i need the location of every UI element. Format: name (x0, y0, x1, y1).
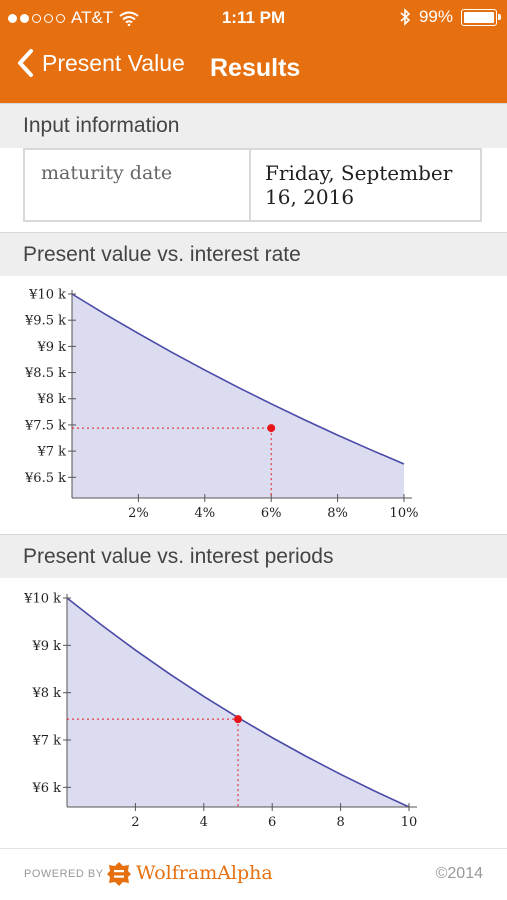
input-value-maturity-date: Friday, September 16, 2016 (251, 150, 480, 220)
back-button[interactable]: Present Value (16, 48, 185, 78)
rate-chart-y-tick-label: ¥7.5 k (24, 418, 66, 433)
rate-chart-x-tick-label: 2% (128, 506, 149, 521)
periods-chart-y-tick-label: ¥9 k (31, 639, 61, 654)
periods-chart-y-tick-label: ¥8 k (31, 686, 61, 701)
page-title: Results (210, 54, 301, 82)
rate-chart-y-tick-label: ¥6.5 k (24, 471, 66, 486)
rate-chart-highlight-point (267, 424, 276, 433)
powered-by-label: POWERED BY (24, 868, 104, 880)
battery-icon (461, 8, 501, 26)
wifi-icon (119, 11, 139, 26)
chart2-section-header: Present value vs. interest periods (0, 534, 507, 578)
rate-chart-y-tick-label: ¥7 k (36, 445, 66, 460)
present-value-vs-interest-rate-chart: ¥6.5 k ¥7 k ¥7.5 k ¥8 k ¥8.5 k ¥9 k ¥9.5 k ¥10 … (24, 288, 419, 522)
navigation-bar: Present Value Results (0, 40, 507, 100)
copyright-label: ©2014 (435, 865, 483, 882)
back-button-label: Present Value (42, 49, 185, 76)
periods-chart-x-tick-label: 8 (336, 815, 344, 830)
wolfram-alpha-brand[interactable]: WolframAlpha (136, 862, 273, 884)
rate-chart-y-tick-label: ¥9 k (36, 340, 66, 355)
rate-chart-y-tick-label: ¥8 k (36, 392, 66, 407)
input-table: maturity date Friday, September 16, 2016 (23, 148, 482, 222)
periods-chart-highlight-point (234, 715, 242, 724)
rate-chart-series-line (71, 293, 405, 465)
rate-chart-y-tick-label: ¥10 k (28, 288, 66, 303)
signal-strength-icon (8, 13, 65, 23)
chart1-section-header: Present value vs. interest rate (0, 232, 507, 276)
wolfram-alpha-logo-icon[interactable] (106, 861, 132, 887)
battery-percent: 99% (418, 7, 453, 26)
rate-chart-x-tick-label: 8% (327, 506, 348, 521)
rate-chart-y-tick-label: ¥9.5 k (24, 314, 66, 329)
status-bar: AT&T 1:11 PM 99% (0, 0, 507, 36)
chevron-left-icon (18, 49, 33, 77)
periods-chart-x-tick-label: 2 (131, 815, 139, 830)
top-bar: AT&T 1:11 PM 99% Present Value Results (0, 0, 507, 103)
rate-chart-x-tick-label: 6% (261, 506, 282, 521)
periods-chart-area (67, 598, 409, 807)
input-label-maturity-date: maturity date (25, 150, 251, 220)
rate-chart-area (72, 294, 404, 498)
input-value-line-2: 16, 2016 (265, 185, 355, 209)
present-value-vs-interest-periods-chart: ¥6 k ¥7 k ¥8 k ¥9 k ¥10 k 2 4 6 8 10 (23, 592, 418, 831)
rate-chart-x-tick-label: 10% (390, 506, 419, 521)
periods-chart-y-tick-label: ¥6 k (31, 781, 61, 796)
footer: POWERED BY WolframAlpha ©2014 (0, 848, 507, 900)
periods-chart-y-tick-label: ¥7 k (31, 733, 61, 748)
rate-chart-y-tick-label: ¥8.5 k (24, 366, 66, 381)
periods-chart-x-tick-label: 4 (200, 815, 208, 830)
status-time: 1:11 PM (221, 8, 286, 27)
bluetooth-icon (400, 8, 411, 26)
input-section-header: Input information (0, 103, 507, 148)
periods-chart-x-tick-label: 10 (401, 815, 418, 830)
input-value-line-1: Friday, September (265, 161, 453, 185)
carrier-label: AT&T (71, 8, 114, 27)
periods-chart-y-tick-label: ¥10 k (23, 592, 61, 607)
rate-chart-x-tick-label: 4% (194, 506, 215, 521)
periods-chart-x-tick-label: 6 (268, 815, 276, 830)
